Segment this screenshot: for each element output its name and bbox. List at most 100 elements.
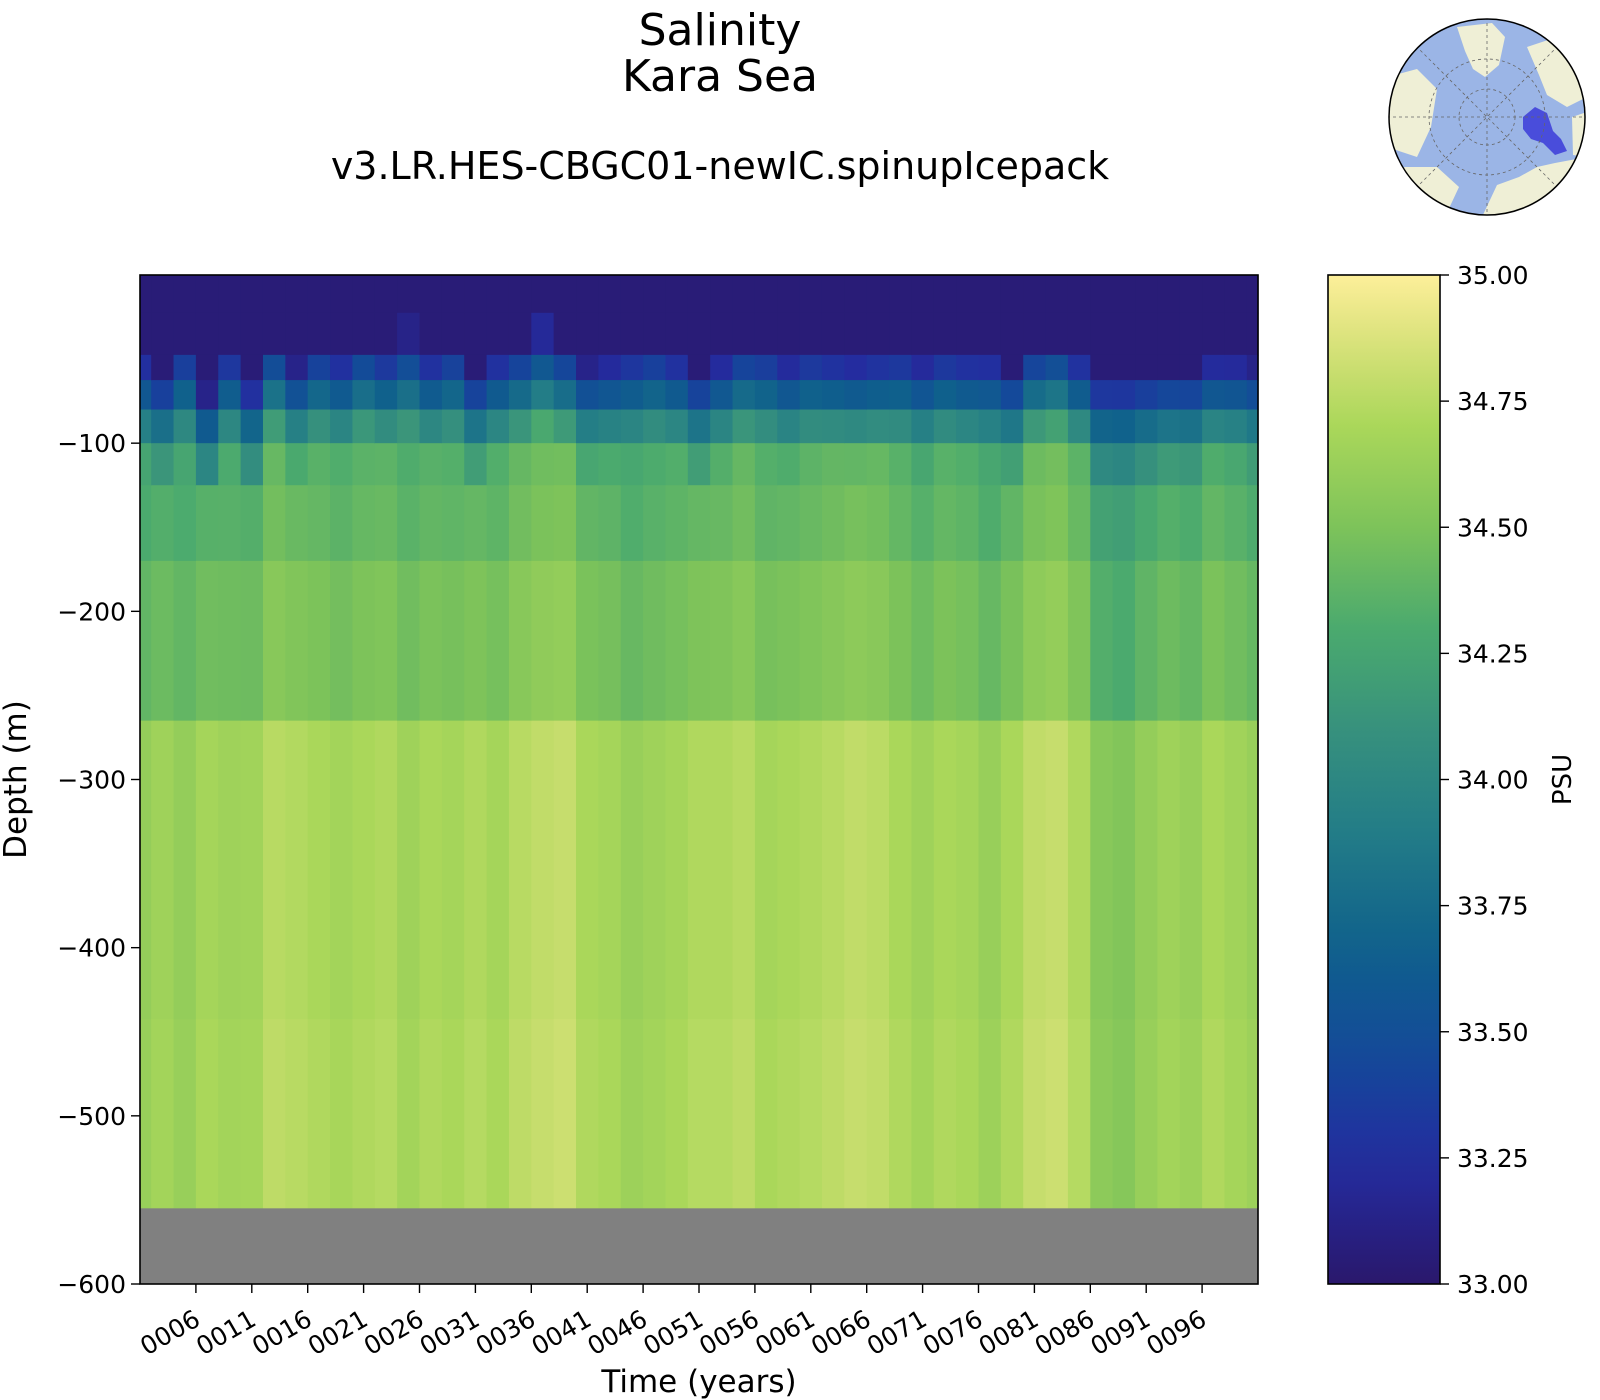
x-tick-label: 0071 xyxy=(862,1304,932,1361)
heatmap-cell xyxy=(1045,720,1069,1020)
heatmap-cell xyxy=(307,312,331,356)
heatmap-cell xyxy=(464,720,488,1020)
heatmap-cell xyxy=(1000,720,1024,1020)
heatmap-cell xyxy=(665,354,689,381)
heatmap-cell xyxy=(397,720,421,1020)
heatmap-cell xyxy=(307,1019,331,1209)
heatmap-cell xyxy=(821,312,845,356)
heatmap-cell xyxy=(486,380,510,411)
heatmap-cell xyxy=(173,380,197,411)
heatmap-cell xyxy=(285,409,309,444)
heatmap-cell xyxy=(508,560,532,722)
heatmap-cell xyxy=(1067,485,1091,562)
heatmap-cell xyxy=(821,1019,845,1209)
x-tick-label: 0006 xyxy=(135,1304,205,1361)
heatmap-cell xyxy=(240,354,264,381)
heatmap-cell xyxy=(1179,380,1203,411)
heatmap-cell xyxy=(262,275,286,314)
colorbar-title: PSU xyxy=(1548,754,1578,805)
heatmap-cell xyxy=(140,275,152,314)
heatmap-cell xyxy=(687,720,711,1020)
heatmap-cell xyxy=(799,275,823,314)
heatmap-cell xyxy=(889,485,913,562)
heatmap-cell xyxy=(151,275,175,314)
heatmap-cell xyxy=(553,1019,577,1209)
heatmap-cell xyxy=(777,485,801,562)
heatmap-cell xyxy=(1157,1019,1181,1209)
heatmap-cell xyxy=(531,312,555,356)
heatmap-cell xyxy=(732,275,756,314)
heatmap-cell xyxy=(1202,275,1226,314)
heatmap-cell xyxy=(1224,380,1248,411)
heatmap-cell xyxy=(397,312,421,356)
heatmap-cell xyxy=(598,312,622,356)
heatmap-cell xyxy=(710,1019,734,1209)
heatmap-cell xyxy=(553,380,577,411)
heatmap-cell xyxy=(1023,409,1047,444)
heatmap-cell xyxy=(1090,354,1114,381)
heatmap-cell xyxy=(1067,380,1091,411)
heatmap-cell xyxy=(844,443,868,486)
heatmap-cell xyxy=(799,409,823,444)
heatmap-cell xyxy=(1090,1019,1114,1209)
heatmap-cell xyxy=(933,443,957,486)
heatmap-cell xyxy=(1179,275,1203,314)
heatmap-cell xyxy=(1157,312,1181,356)
heatmap-cell xyxy=(620,443,644,486)
heatmap-cell xyxy=(956,312,980,356)
heatmap-cell xyxy=(687,560,711,722)
heatmap-cells xyxy=(140,275,1259,1209)
heatmap-cell xyxy=(665,720,689,1020)
heatmap-cell xyxy=(710,443,734,486)
y-tick-label: −600 xyxy=(57,1270,126,1299)
heatmap-cell xyxy=(799,485,823,562)
heatmap-cell xyxy=(1157,560,1181,722)
heatmap-cell xyxy=(911,380,935,411)
heatmap-cell xyxy=(933,409,957,444)
heatmap-cell xyxy=(419,443,443,486)
heatmap-cell xyxy=(1000,275,1024,314)
heatmap-cell xyxy=(397,560,421,722)
heatmap-cell xyxy=(620,560,644,722)
heatmap-cell xyxy=(754,443,778,486)
heatmap-cell xyxy=(218,275,242,314)
heatmap-cell xyxy=(956,485,980,562)
heatmap-cell xyxy=(553,720,577,1020)
heatmap-cell xyxy=(777,1019,801,1209)
heatmap-cell xyxy=(397,275,421,314)
heatmap-cell xyxy=(889,409,913,444)
heatmap-cell xyxy=(687,1019,711,1209)
heatmap-cell xyxy=(821,560,845,722)
heatmap-cell xyxy=(911,485,935,562)
heatmap-cell xyxy=(1000,485,1024,562)
heatmap-cell xyxy=(553,485,577,562)
heatmap-cell xyxy=(262,354,286,381)
heatmap-cell xyxy=(777,275,801,314)
heatmap-cell xyxy=(1023,485,1047,562)
heatmap-cell xyxy=(352,560,376,722)
colorbar-tick-label: 34.50 xyxy=(1457,513,1529,542)
heatmap-cell xyxy=(732,312,756,356)
heatmap-cell xyxy=(441,443,465,486)
heatmap-cell xyxy=(665,560,689,722)
heatmap-cell xyxy=(508,380,532,411)
heatmap-cell xyxy=(1112,354,1136,381)
heatmap-cell xyxy=(374,312,398,356)
heatmap-cell xyxy=(195,380,219,411)
heatmap-cell xyxy=(643,409,667,444)
heatmap-cell xyxy=(486,312,510,356)
heatmap-cell xyxy=(754,1019,778,1209)
heatmap-cell xyxy=(330,443,354,486)
heatmap-cell xyxy=(620,312,644,356)
heatmap-cell xyxy=(911,312,935,356)
heatmap-cell xyxy=(1135,275,1158,314)
x-tick-label: 0031 xyxy=(415,1304,485,1361)
heatmap-cell xyxy=(889,312,913,356)
heatmap-cell xyxy=(218,354,242,381)
heatmap-cell xyxy=(173,275,197,314)
heatmap-cell xyxy=(866,380,890,411)
x-tick-label: 0051 xyxy=(638,1304,708,1361)
heatmap-cell xyxy=(464,560,488,722)
heatmap-cell xyxy=(754,720,778,1020)
heatmap-cell xyxy=(978,354,1002,381)
